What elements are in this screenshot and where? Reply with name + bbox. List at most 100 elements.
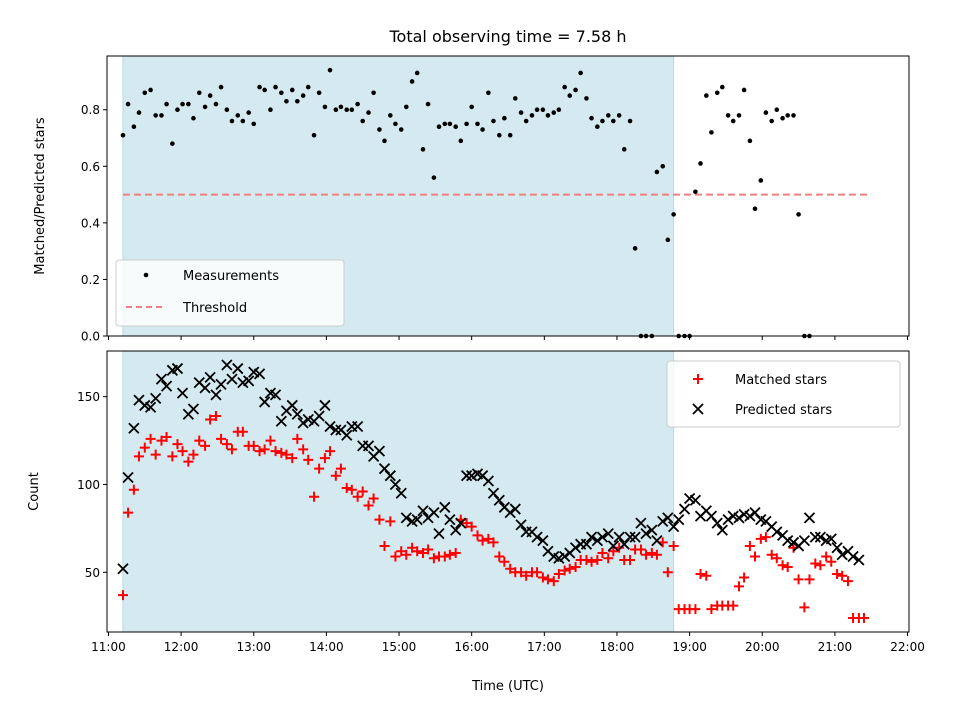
predicted-star-point (809, 531, 821, 543)
measurement-point (403, 104, 409, 110)
measurement-point (665, 237, 671, 243)
predicted-star-point (657, 515, 669, 527)
matched-star-point (815, 560, 826, 571)
measurement-point (730, 118, 736, 124)
matched-star-point (161, 432, 172, 443)
matched-star-point (287, 453, 298, 464)
measurement-point (529, 113, 535, 118)
y-tick-label: 0.8 (81, 103, 100, 117)
matched-star-point (123, 507, 134, 518)
predicted-star-point (275, 415, 287, 427)
predicted-star-point (716, 524, 728, 536)
matched-star-point (592, 554, 603, 565)
predicted-star-point (400, 512, 412, 524)
matched-star-point (145, 433, 156, 444)
predicted-star-point (253, 368, 266, 380)
predicted-star-point (417, 505, 429, 517)
matched-star-point (516, 567, 527, 578)
measurement-point (791, 113, 796, 118)
chart-title: Total observing time = 7.58 h (388, 27, 626, 46)
matched-star-point (581, 554, 592, 565)
measurement-point (333, 107, 339, 113)
predicted-star-point (215, 378, 227, 391)
matched-star-point (826, 556, 837, 567)
measurement-point (562, 84, 567, 90)
matched-star-point (603, 553, 614, 564)
measurement-point (175, 107, 180, 113)
matched-star-point (439, 551, 450, 562)
predicted-star-point (351, 420, 364, 433)
predicted-star-point (313, 410, 325, 422)
predicted-star-point (297, 417, 309, 429)
measurement-point (202, 104, 208, 110)
matched-star-point (156, 435, 167, 446)
predicted-star-point (515, 519, 527, 531)
matched-star-point (553, 569, 564, 580)
matched-star-point (559, 565, 570, 576)
matched-star-point (755, 533, 766, 544)
predicted-star-point (640, 528, 652, 540)
predicted-star-point (722, 513, 734, 526)
predicted-star-point (602, 528, 614, 540)
matched-star-point (368, 493, 379, 504)
measurement-point (447, 121, 453, 127)
matched-star-point (292, 433, 303, 444)
measurement-point (398, 127, 404, 132)
measurement-point (279, 90, 284, 96)
matched-star-point (766, 549, 777, 560)
y-tick-label: 150 (77, 390, 100, 404)
x-tick-label: 17:00 (527, 640, 562, 654)
matched-star-point (466, 521, 477, 532)
measurement-point (600, 118, 605, 124)
predicted-star-point (176, 387, 189, 399)
measurement-point (159, 113, 164, 118)
measurement-point (654, 169, 660, 175)
predicted-star-point (232, 362, 244, 375)
matched-star-point (128, 484, 139, 495)
predicted-star-point (651, 535, 663, 547)
measurement-point (207, 93, 213, 98)
measurement-point (540, 107, 546, 113)
measurement-point (453, 124, 458, 130)
matched-star-point (799, 602, 810, 613)
measurement-point (747, 138, 753, 144)
matched-star-point (259, 444, 270, 455)
matched-star-point (335, 463, 346, 474)
legend-threshold: Threshold (182, 301, 247, 316)
measurement-point (720, 84, 725, 90)
measurement-point (349, 107, 355, 113)
measurement-point (246, 110, 251, 115)
x-tick-label: 11:00 (91, 640, 126, 654)
legend-matched-stars: Matched stars (735, 373, 827, 388)
predicted-star-point (160, 380, 173, 392)
predicted-star-point (591, 535, 603, 547)
measurement-point (235, 113, 241, 118)
predicted-star-point (330, 424, 342, 436)
measurement-point (142, 90, 148, 96)
predicted-star-point (433, 528, 445, 540)
measurement-point (611, 118, 616, 124)
measurement-point (458, 138, 464, 144)
predicted-star-point (122, 471, 134, 484)
measurement-point (431, 175, 437, 180)
measurement-point (180, 101, 185, 107)
predicted-star-point (450, 524, 462, 536)
y-tick-label: 0.6 (81, 160, 100, 174)
predicted-star-point (667, 520, 680, 533)
matched-star-point (183, 456, 194, 467)
matched-star-point (537, 572, 548, 583)
predicted-star-point (814, 531, 827, 543)
measurement-point (475, 121, 480, 127)
measurement-point (371, 90, 376, 96)
matched-star-point (734, 581, 745, 592)
predicted-star-point (319, 399, 331, 412)
measurement-point (186, 101, 191, 107)
predicted-star-point (187, 403, 200, 415)
measurement-point (491, 118, 496, 124)
matched-star-point (472, 530, 483, 541)
x-tick-label: 18:00 (600, 640, 635, 654)
measurement-point (660, 164, 666, 169)
matched-star-point (319, 453, 330, 464)
predicted-star-point (580, 538, 593, 550)
predicted-star-point (171, 362, 184, 375)
